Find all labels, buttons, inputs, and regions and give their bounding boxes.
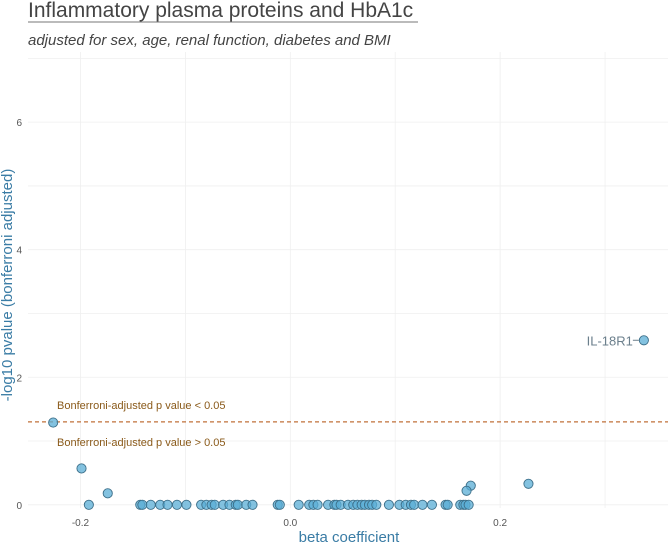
- data-point: [145, 499, 156, 510]
- x-tick-label: 0.0: [283, 518, 297, 529]
- x-tick-label: -0.2: [72, 518, 90, 529]
- data-point: [48, 417, 59, 428]
- data-point: [83, 499, 94, 510]
- data-point: [426, 499, 437, 510]
- data-point: [209, 499, 220, 510]
- data-point: [232, 499, 243, 510]
- y-tick-label: 6: [16, 118, 22, 129]
- y-tick-label: 2: [16, 373, 22, 384]
- chart-subtitle: adjusted for sex, age, renal function, d…: [28, 32, 391, 49]
- points-layer: IL-18R1: [48, 333, 649, 510]
- x-tick-label: 0.2: [493, 518, 507, 529]
- data-point: [247, 499, 258, 510]
- y-tick-label: 4: [16, 246, 22, 257]
- data-point: [171, 499, 183, 510]
- grid: [28, 52, 668, 508]
- point-label: IL-18R1: [587, 333, 633, 348]
- axis-ticks: -0.2 0.0 0.2 0 2 4 6: [16, 118, 507, 529]
- threshold-label-below: Bonferroni-adjusted p value > 0.05: [57, 437, 225, 449]
- data-point: [181, 499, 192, 510]
- data-point: [371, 499, 382, 510]
- data-point: [293, 499, 304, 510]
- y-axis-label: -log10 pvalue (bonferroni adjusted): [0, 169, 16, 402]
- threshold-group: Bonferroni-adjusted p value < 0.05 Bonfer…: [28, 400, 668, 449]
- data-point: [137, 499, 148, 510]
- data-point: [442, 499, 453, 510]
- data-point: [383, 499, 394, 510]
- threshold-label-above: Bonferroni-adjusted p value < 0.05: [57, 400, 225, 412]
- y-tick-label: 0: [16, 501, 22, 512]
- x-axis-label: beta coefficient: [299, 529, 400, 543]
- data-point: [638, 335, 649, 346]
- data-point: [274, 499, 285, 510]
- data-point: [463, 499, 474, 510]
- data-point: [162, 499, 173, 510]
- data-point: [523, 478, 534, 489]
- data-point: [409, 499, 420, 510]
- chart-title: Inflammatory plasma proteins and HbA1c: [28, 0, 413, 22]
- data-point: [102, 488, 113, 499]
- data-point: [312, 499, 323, 510]
- data-point: [76, 463, 87, 474]
- data-point: [417, 499, 428, 510]
- data-point: [461, 485, 472, 496]
